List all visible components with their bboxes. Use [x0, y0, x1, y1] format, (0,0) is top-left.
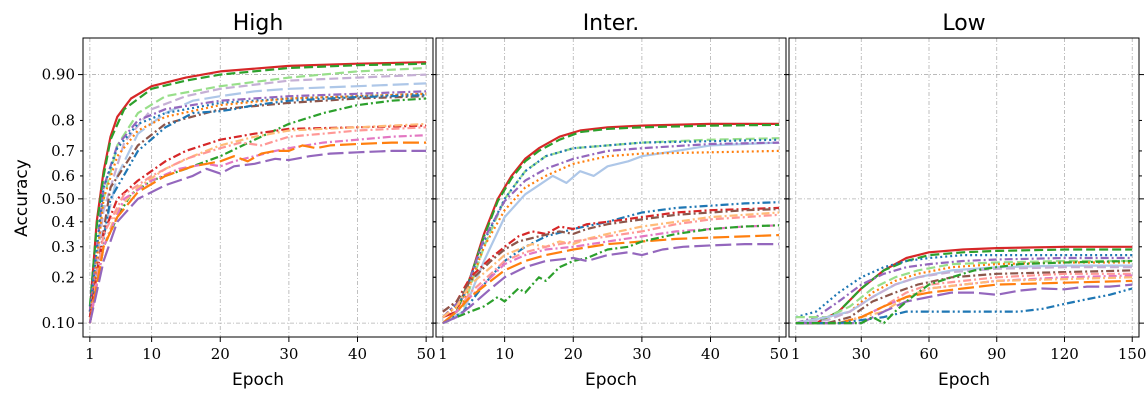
series-line-5 — [88, 90, 427, 312]
series-line-7 — [88, 92, 427, 324]
panel-high-grid — [83, 38, 433, 337]
series-line-6 — [442, 149, 780, 318]
x-tick-label: 40 — [701, 345, 720, 363]
panel-low-title: Low — [942, 11, 985, 36]
series-line-12 — [795, 279, 1133, 325]
y-axis-label: Accuracy — [12, 159, 32, 237]
x-tick-label: 50 — [770, 345, 789, 363]
panel-inter-frame — [435, 37, 787, 338]
y-tick-label: 0.10 — [42, 314, 75, 332]
series-line-6 — [88, 92, 427, 312]
series-line-3 — [442, 141, 780, 325]
panel-inter-xlabel: Epoch — [585, 370, 637, 390]
series-line-15 — [795, 259, 1133, 325]
series-line-14 — [442, 224, 780, 325]
series-line-4 — [442, 138, 780, 318]
y-minor-tick-label: 0.3 — [51, 238, 75, 256]
series-line-4 — [795, 259, 1133, 319]
series-line-11 — [795, 276, 1133, 325]
series-line-7 — [795, 266, 1133, 325]
y-minor-tick-label: 0.4 — [51, 213, 75, 231]
panel-inter-x-ticks: 1 10 20 30 40 50 — [438, 337, 789, 363]
y-minor-tick-label: 0.6 — [51, 167, 75, 185]
series-line-1 — [442, 123, 780, 324]
series-line-8 — [88, 95, 427, 318]
x-tick-label: 30 — [632, 345, 651, 363]
series-line-2 — [88, 66, 427, 318]
x-tick-label: 90 — [987, 345, 1006, 363]
x-tick-label: 40 — [348, 345, 367, 363]
panel-low-frame — [788, 37, 1140, 338]
x-tick-label: 1 — [791, 345, 801, 363]
x-tick-label: 60 — [919, 345, 938, 363]
panel-inter: Inter. Epoch 1 10 20 30 40 50 — [431, 11, 791, 390]
panel-high-title: High — [233, 11, 284, 36]
panel-low-x-ticks: 1 30 60 90 120 150 — [791, 337, 1147, 363]
x-tick-label: 50 — [417, 345, 436, 363]
series-line-10 — [442, 211, 780, 318]
series-line-2 — [795, 254, 1133, 319]
series-line-9 — [88, 94, 427, 318]
series-line-8 — [795, 269, 1133, 325]
y-tick-label: 0.90 — [42, 66, 75, 84]
y-tick-label: 0.50 — [42, 190, 75, 208]
panel-inter-series — [442, 122, 780, 325]
y-minor-tick-label: 0.7 — [51, 142, 75, 160]
x-tick-label: 20 — [211, 345, 230, 363]
series-line-16 — [88, 149, 427, 324]
panel-low-xlabel: Epoch — [938, 370, 990, 390]
panel-inter-title: Inter. — [583, 11, 640, 36]
y-minor-tick-label: 0.2 — [51, 268, 75, 286]
series-line-10 — [795, 274, 1133, 325]
panel-high-frame — [82, 37, 434, 338]
x-tick-label: 1 — [85, 345, 95, 363]
series-line-11 — [442, 213, 780, 324]
series-line-15 — [442, 243, 780, 325]
x-tick-label: 120 — [1050, 345, 1079, 363]
x-tick-label: 30 — [852, 345, 871, 363]
series-line-1 — [88, 62, 427, 307]
panel-high-y-ticks: 0.10 0.50 0.90 0.2 0.3 0.4 0.6 0.7 0.8 — [42, 66, 438, 332]
x-tick-label: 20 — [564, 345, 583, 363]
series-line-15 — [88, 141, 427, 324]
series-line-9 — [795, 272, 1133, 325]
series-line-0 — [88, 61, 427, 312]
series-line-13 — [795, 283, 1133, 325]
panel-low: Low Epoch 1 30 60 90 120 150 — [784, 11, 1147, 390]
series-line-4 — [88, 82, 427, 324]
y-minor-tick-label: 0.8 — [51, 111, 75, 129]
panel-high-xlabel: Epoch — [232, 370, 284, 390]
x-tick-label: 10 — [142, 345, 161, 363]
series-line-14 — [88, 134, 427, 324]
x-tick-label: 1 — [438, 345, 448, 363]
panel-high: High Epoch 1 10 20 30 40 50 0.100.500.900.20.… — [42, 11, 438, 390]
series-line-14 — [795, 287, 1133, 325]
panel-inter-grid — [436, 38, 786, 337]
series-line-13 — [442, 234, 780, 324]
x-tick-label: 30 — [279, 345, 298, 363]
series-line-5 — [442, 141, 780, 318]
series-line-12 — [88, 122, 427, 324]
series-line-3 — [795, 256, 1133, 325]
series-line-0 — [442, 122, 780, 319]
series-line-9 — [442, 208, 780, 313]
panel-high-series — [88, 61, 427, 324]
panel-low-series — [795, 245, 1133, 325]
x-tick-label: 150 — [1118, 345, 1147, 363]
series-line-13 — [88, 126, 427, 324]
panel-high-x-ticks: 1 10 20 30 40 50 — [85, 337, 436, 363]
x-tick-label: 10 — [495, 345, 514, 363]
